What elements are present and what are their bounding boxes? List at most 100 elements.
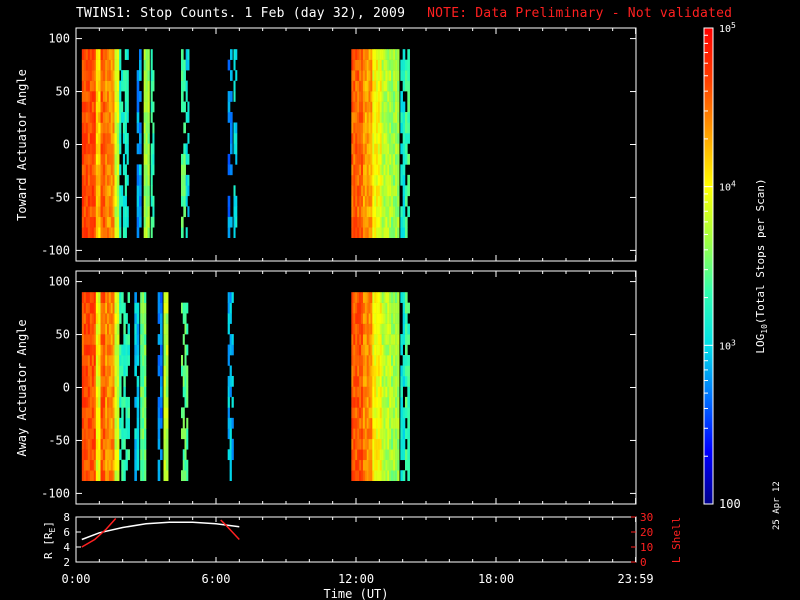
- colorbar-label: LOG10(Total Stops per Scan): [754, 178, 769, 353]
- heatmap-cell: [127, 428, 130, 440]
- x-tick-label: 0:00: [62, 572, 91, 586]
- heatmap-cell: [364, 292, 368, 303]
- heatmap-cell: [366, 449, 369, 461]
- heatmap-cell: [87, 112, 91, 123]
- heatmap-cell: [376, 365, 379, 377]
- heatmap-cell: [235, 49, 238, 60]
- heatmap-cell: [110, 355, 113, 366]
- heatmap-cell: [116, 459, 120, 471]
- heatmap-cell: [391, 80, 394, 92]
- heatmap-cell: [119, 227, 122, 238]
- y-tick-label: 100: [48, 275, 70, 289]
- heatmap-cell: [357, 365, 360, 377]
- heatmap-cell: [183, 70, 186, 81]
- heatmap-cell: [100, 153, 104, 165]
- heatmap-cell: [87, 292, 91, 303]
- heatmap-cell: [368, 302, 371, 314]
- heatmap-cell: [397, 216, 400, 228]
- heatmap-cell: [142, 386, 145, 398]
- colorbar-tick-label: 100: [719, 497, 741, 511]
- heatmap-cell: [87, 428, 91, 440]
- heatmap-cell: [374, 344, 377, 356]
- heatmap-cell: [376, 396, 379, 408]
- heatmap-cell: [91, 101, 95, 113]
- heatmap-cell: [395, 206, 398, 218]
- heatmap-cell: [116, 101, 120, 113]
- heatmap-cell: [89, 59, 93, 71]
- heatmap-cell: [230, 112, 233, 123]
- heatmap-cell: [383, 323, 386, 335]
- heatmap-cell: [359, 470, 362, 481]
- heatmap-cell: [87, 438, 91, 450]
- heatmap-cell: [355, 334, 358, 345]
- heatmap-cell: [227, 91, 231, 102]
- heatmap-cell: [182, 313, 185, 324]
- heatmap-cell: [89, 407, 93, 419]
- heatmap-cell: [359, 174, 362, 186]
- heatmap-cell: [377, 59, 381, 71]
- heatmap-cell: [351, 164, 354, 176]
- heatmap-cell: [405, 449, 408, 461]
- heatmap-cell: [357, 470, 360, 481]
- heatmap-cell: [376, 59, 379, 71]
- heatmap-cell: [87, 449, 91, 461]
- heatmap-cell: [357, 396, 360, 408]
- heatmap-cell: [114, 438, 118, 450]
- heatmap-cell: [89, 459, 93, 471]
- heatmap-cell: [81, 417, 85, 429]
- heatmap-cell: [142, 417, 145, 429]
- heatmap-cell: [185, 91, 188, 102]
- heatmap-cell: [140, 470, 143, 481]
- heatmap-cell: [374, 174, 377, 186]
- heatmap-cell: [407, 91, 410, 102]
- heatmap-cell: [366, 49, 369, 60]
- heatmap-cell: [145, 70, 148, 81]
- heatmap-cell: [377, 206, 381, 218]
- heatmap-cell: [233, 59, 236, 71]
- heatmap-cell: [114, 344, 118, 356]
- heatmap-cell: [147, 195, 150, 207]
- heatmap-cell: [351, 365, 354, 377]
- heatmap-cell: [391, 143, 394, 155]
- heatmap-cell: [385, 355, 388, 366]
- heatmap-cell: [93, 132, 97, 144]
- heatmap-cell: [163, 313, 167, 324]
- heatmap-cell: [397, 122, 400, 134]
- heatmap-cell: [142, 449, 145, 461]
- heatmap-cell: [110, 470, 113, 481]
- heatmap-cell: [150, 101, 153, 113]
- heatmap-cell: [150, 112, 153, 123]
- heatmap-cell: [376, 143, 379, 155]
- heatmap-cell: [145, 101, 148, 113]
- heatmap-cell: [359, 132, 362, 144]
- heatmap-cell: [181, 185, 184, 197]
- heatmap-cell: [389, 195, 392, 207]
- heatmap-cell: [142, 407, 145, 419]
- heatmap-cell: [105, 216, 108, 228]
- heatmap-cell: [112, 470, 115, 481]
- heatmap-cell: [381, 375, 384, 387]
- heatmap-cell: [95, 302, 99, 314]
- heatmap-cell: [142, 344, 145, 356]
- heatmap-cell: [183, 101, 186, 113]
- heatmap-cell: [370, 428, 373, 440]
- heatmap-cell: [233, 91, 236, 102]
- heatmap-cell: [366, 323, 369, 335]
- heatmap-cell: [400, 227, 403, 238]
- heatmap-cell: [361, 428, 364, 440]
- heatmap-cell: [379, 292, 382, 303]
- heatmap-cell: [379, 70, 382, 81]
- heatmap-cell: [126, 216, 129, 228]
- heatmap-cell: [100, 206, 104, 218]
- heatmap-cell: [143, 216, 146, 228]
- heatmap-cell: [183, 122, 186, 134]
- heatmap-cell: [83, 396, 87, 408]
- heatmap-cell: [85, 49, 89, 60]
- heatmap-cell: [397, 153, 400, 165]
- heatmap-cell: [230, 70, 233, 81]
- heatmap-cell: [405, 355, 408, 366]
- heatmap-cell: [87, 91, 91, 102]
- heatmap-cell: [102, 334, 106, 345]
- heatmap-cell: [105, 302, 108, 314]
- heatmap-cell: [397, 59, 400, 71]
